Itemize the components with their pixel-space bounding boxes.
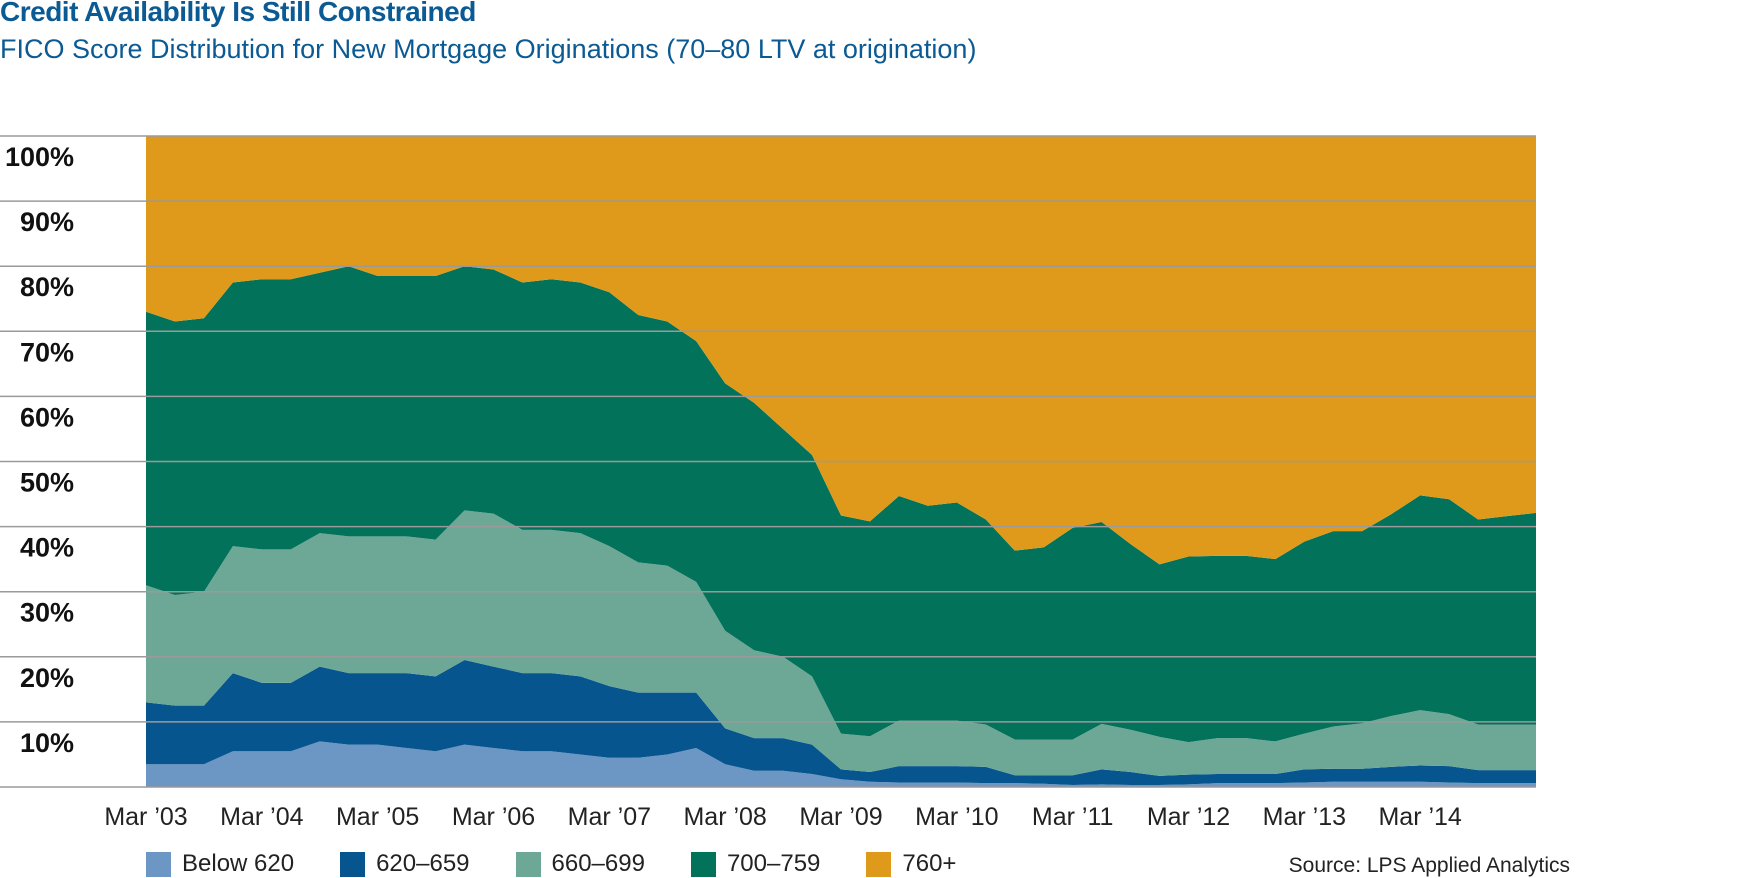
y-tick-label: 40% [20, 533, 74, 563]
x-tick-label: Mar ’12 [1147, 803, 1230, 831]
chart-subtitle: FICO Score Distribution for New Mortgage… [0, 34, 977, 64]
legend-item: 760+ [866, 850, 956, 878]
legend-label: 760+ [902, 850, 957, 877]
x-tick-label: Mar ’07 [568, 803, 651, 831]
area-660-699 [146, 510, 1536, 776]
x-tick-label: Mar ’10 [915, 803, 998, 831]
legend-item: 660–699 [515, 850, 645, 878]
y-tick-label: 30% [20, 598, 74, 628]
legend-label: Below 620 [182, 850, 295, 877]
area-700-759 [146, 266, 1536, 743]
y-tick-label: 80% [20, 272, 74, 302]
area-below-620 [146, 741, 1536, 787]
source-note: Source: LPS Applied Analytics [1288, 854, 1570, 877]
legend-label: 620–659 [376, 850, 470, 877]
y-tick-label: 10% [20, 728, 74, 758]
y-tick-label: 70% [20, 337, 74, 367]
gridlines [0, 135, 1536, 788]
legend-swatch [690, 851, 716, 877]
legend-swatch [515, 851, 541, 877]
legend-item: Below 620 [146, 850, 294, 878]
chart-title: Credit Availability Is Still Constrained [0, 0, 476, 27]
legend-swatch [340, 851, 366, 877]
area-series-group [146, 136, 1536, 787]
legend: Below 620 620–659 660–699 700–759 760+ [146, 850, 1002, 878]
legend-swatch [866, 851, 892, 877]
area-620-659 [146, 660, 1536, 786]
x-tick-label: Mar ’14 [1378, 803, 1461, 831]
legend-swatch [146, 851, 171, 877]
y-tick-label: 90% [20, 207, 74, 237]
x-tick-label: Mar ’05 [336, 803, 419, 831]
legend-label: 700–759 [726, 850, 821, 877]
x-tick-label: Mar ’04 [220, 803, 303, 831]
legend-item: 620–659 [340, 850, 470, 878]
x-axis-ticks: Mar ’03 Mar ’04 Mar ’05 Mar ’06 Mar ’07 Mar ’… [104, 803, 1462, 831]
y-tick-label: 20% [20, 663, 74, 693]
x-tick-label: Mar ’03 [104, 803, 187, 831]
x-tick-label: Mar ’06 [452, 803, 535, 831]
x-tick-label: Mar ’09 [799, 803, 882, 831]
y-tick-label: 50% [20, 468, 74, 498]
y-tick-label: 60% [20, 402, 74, 432]
legend-item: 700–759 [690, 850, 821, 878]
x-tick-label: Mar ’11 [1032, 803, 1114, 831]
x-tick-label: Mar ’08 [683, 803, 766, 831]
legend-label: 660–699 [551, 850, 645, 877]
y-axis-ticks: 10% 20% 30% 40% 50% 60% 70% 80% 90% 100% [5, 142, 74, 758]
x-tick-label: Mar ’13 [1263, 803, 1346, 831]
y-tick-label: 100% [5, 142, 74, 172]
area-760- [146, 136, 1536, 565]
